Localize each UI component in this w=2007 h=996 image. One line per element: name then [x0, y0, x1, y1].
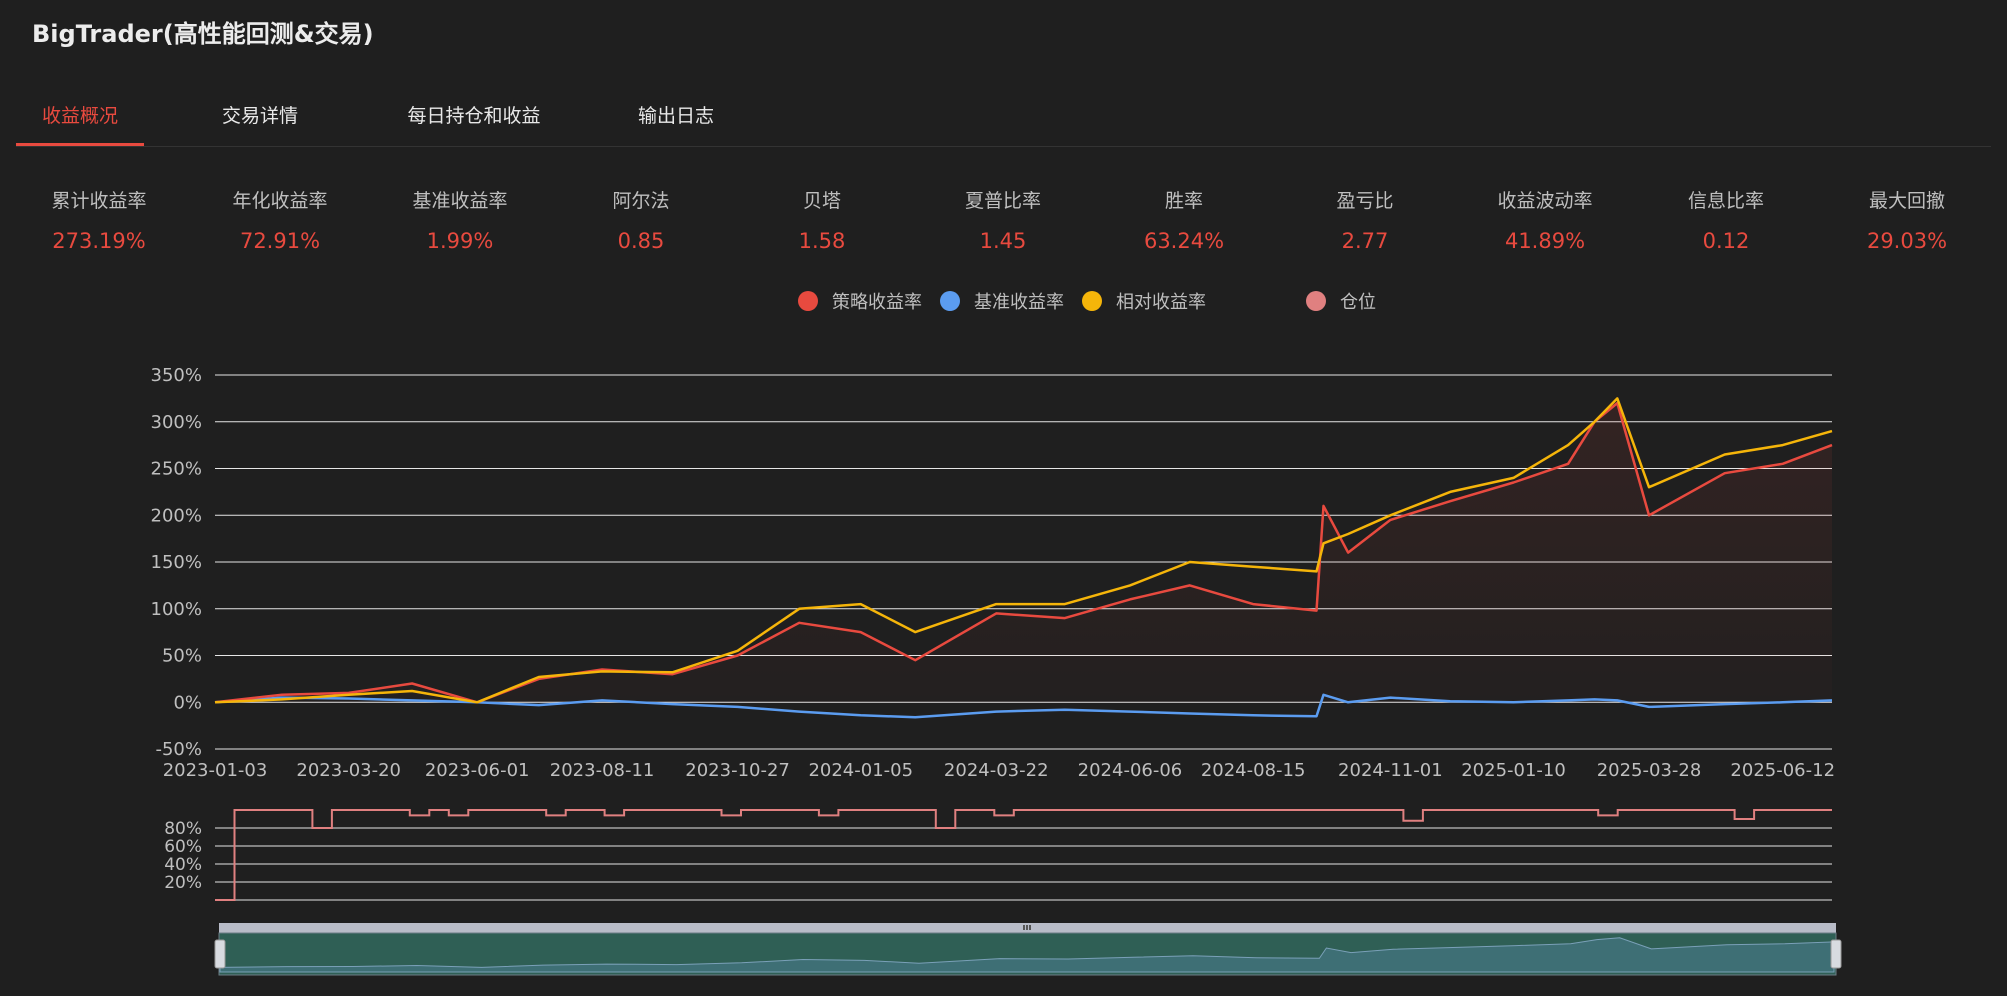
metric-label: 盈亏比 — [1336, 190, 1394, 212]
y-tick-label: 0% — [173, 692, 202, 713]
zoom-handle-right[interactable] — [1830, 939, 1842, 969]
metric-sharpe-ratio: 夏普比率 1.45 — [913, 186, 1093, 253]
metric-label: 最大回撤 — [1868, 190, 1945, 212]
x-tick-label: 2023-08-11 — [550, 760, 655, 781]
legend-dot — [1306, 291, 1326, 311]
x-tick-label: 2024-08-15 — [1201, 760, 1306, 781]
app-title: BigTrader(高性能回测&交易) — [32, 20, 374, 48]
metric-value: 1.45 — [979, 229, 1027, 253]
position-y-tick-label: 20% — [164, 873, 202, 893]
y-tick-label: 100% — [151, 599, 202, 620]
x-tick-label: 2025-03-28 — [1597, 760, 1702, 781]
metric-value: 1.58 — [798, 229, 846, 253]
metric-annual-return: 年化收益率 72.91% — [190, 186, 370, 253]
tab-performance-overview[interactable]: 收益概况 — [16, 98, 144, 146]
metric-label: 贝塔 — [802, 190, 841, 212]
x-tick-label: 2024-01-05 — [808, 760, 913, 781]
main-y-axis: 350% 300% 250% 200% 150% 100% 50% 0% -50% — [151, 365, 202, 760]
metric-information-ratio: 信息比率 0.12 — [1636, 186, 1816, 253]
metric-label: 阿尔法 — [612, 190, 670, 212]
metric-value: 273.19% — [52, 229, 146, 253]
legend-item-relative[interactable]: 相对收益率 — [1082, 288, 1206, 314]
x-tick-label: 2024-11-01 — [1338, 760, 1443, 781]
legend-item-position[interactable]: 仓位 — [1306, 288, 1376, 314]
x-tick-label: 2025-01-10 — [1461, 760, 1566, 781]
metric-value: 0.12 — [1702, 229, 1750, 253]
x-tick-label: 2025-06-12 — [1730, 760, 1835, 781]
y-tick-label: 150% — [151, 552, 202, 573]
legend-item-benchmark[interactable]: 基准收益率 — [940, 288, 1064, 314]
metric-beta: 贝塔 1.58 — [732, 186, 912, 253]
legend-label: 仓位 — [1340, 292, 1376, 313]
legend-label: 基准收益率 — [974, 292, 1064, 313]
metric-alpha: 阿尔法 0.85 — [551, 186, 731, 253]
x-tick-label: 2024-03-22 — [944, 760, 1049, 781]
x-tick-label: 2023-10-27 — [685, 760, 790, 781]
position-y-tick-label: 60% — [164, 837, 202, 857]
chart-legend: 策略收益率 基准收益率 相对收益率 仓位 — [0, 288, 2007, 318]
zoom-grip-icon[interactable] — [1023, 925, 1031, 930]
benchmark-return-line — [214, 693, 1833, 719]
metric-max-drawdown: 最大回撤 29.03% — [1817, 186, 1997, 253]
position-y-axis: 80%60%40%20% — [164, 819, 202, 893]
position-chart-line — [215, 809, 1832, 901]
y-tick-label: 300% — [151, 412, 202, 433]
metric-value: 1.99% — [426, 229, 494, 253]
y-tick-label: 250% — [151, 459, 202, 480]
x-tick-label: 2023-06-01 — [425, 760, 530, 781]
legend-dot — [798, 291, 818, 311]
metric-label: 胜率 — [1164, 190, 1203, 212]
tab-output-log[interactable]: 输出日志 — [637, 105, 714, 127]
metric-cumulative-return: 累计收益率 273.19% — [9, 186, 189, 253]
metric-benchmark-return: 基准收益率 1.99% — [370, 186, 550, 253]
position-y-tick-label: 80% — [164, 819, 202, 839]
y-tick-label: 50% — [162, 646, 202, 667]
metric-label: 年化收益率 — [232, 190, 328, 212]
zoom-handle-left[interactable] — [214, 939, 226, 969]
position-chart-grid — [215, 827, 1832, 901]
legend-item-strategy[interactable]: 策略收益率 — [798, 288, 922, 314]
metric-profit-loss-ratio: 盈亏比 2.77 — [1275, 186, 1455, 253]
y-tick-label: -50% — [155, 739, 202, 760]
strategy-area — [215, 403, 1832, 703]
legend-dot — [1082, 291, 1102, 311]
strategy-area-fill — [215, 403, 1832, 703]
metric-win-rate: 胜率 63.24% — [1094, 186, 1274, 253]
y-tick-label: 350% — [151, 365, 202, 386]
metric-label: 累计收益率 — [51, 190, 147, 212]
metric-label: 收益波动率 — [1497, 190, 1593, 212]
metric-value: 41.89% — [1504, 229, 1586, 253]
main-x-axis: 2023-01-03 2023-03-20 2023-06-01 2023-08-11… — [163, 760, 1835, 781]
y-tick-label: 200% — [151, 505, 202, 526]
metric-label: 信息比率 — [1687, 190, 1764, 212]
metric-value: 2.77 — [1341, 229, 1389, 253]
position-y-tick-label: 40% — [164, 855, 202, 875]
tab-trade-details[interactable]: 交易详情 — [221, 105, 298, 127]
x-tick-label: 2023-01-03 — [163, 760, 268, 781]
tab-daily-positions[interactable]: 每日持仓和收益 — [407, 105, 541, 127]
metric-return-volatility: 收益波动率 41.89% — [1455, 186, 1635, 253]
tab-bar: 收益概况 交易详情 每日持仓和收益 输出日志 — [16, 92, 1991, 147]
metric-label: 基准收益率 — [412, 190, 508, 212]
relative-return-line — [214, 397, 1833, 704]
metric-label: 夏普比率 — [964, 190, 1041, 212]
x-tick-label: 2024-06-06 — [1078, 760, 1183, 781]
metrics-row: 累计收益率 273.19% 年化收益率 72.91% 基准收益率 1.99% 阿… — [0, 186, 2007, 266]
position-line — [215, 809, 1832, 901]
x-tick-label: 2023-03-20 — [296, 760, 401, 781]
zoom-mini-series — [219, 937, 1835, 973]
metric-value: 72.91% — [239, 229, 321, 253]
legend-label: 相对收益率 — [1116, 292, 1206, 313]
metric-value: 29.03% — [1866, 229, 1948, 253]
main-chart-lines — [214, 397, 1833, 719]
data-zoom-slider[interactable] — [214, 923, 1842, 976]
metric-value: 63.24% — [1143, 229, 1225, 253]
legend-label: 策略收益率 — [832, 292, 922, 313]
legend-dot — [940, 291, 960, 311]
metric-value: 0.85 — [617, 229, 665, 253]
